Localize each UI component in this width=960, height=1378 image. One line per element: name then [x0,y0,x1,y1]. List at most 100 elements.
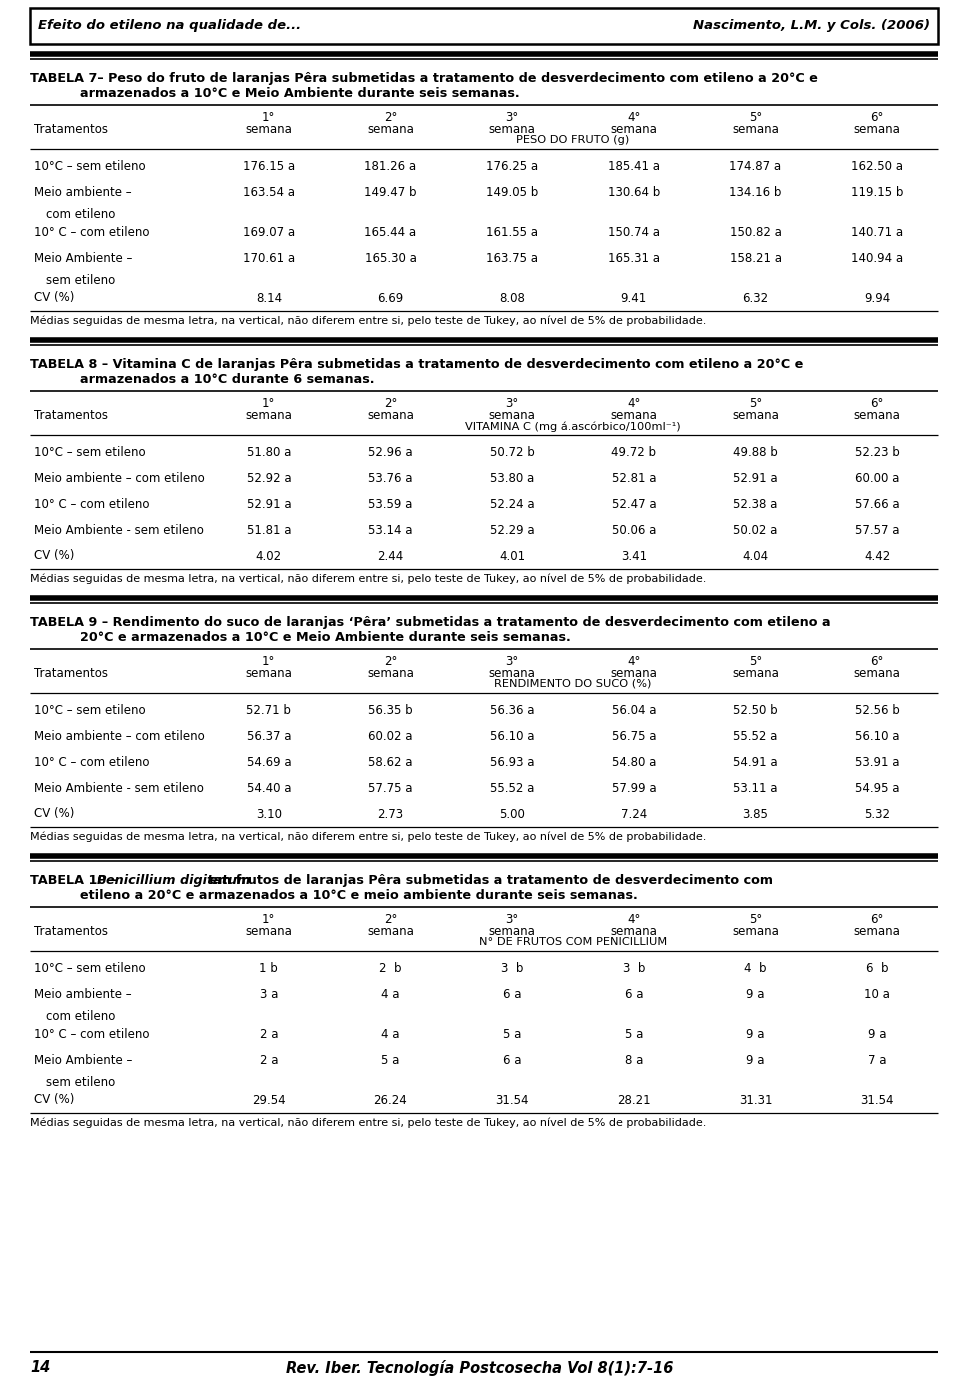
Text: 2.73: 2.73 [377,808,403,820]
Text: 149.05 b: 149.05 b [486,186,539,198]
Text: 149.47 b: 149.47 b [364,186,417,198]
Text: 5.32: 5.32 [864,808,890,820]
Text: TABELA 10 –: TABELA 10 – [30,874,122,887]
Text: Médias seguidas de mesma letra, na vertical, não diferem entre si, pelo teste de: Médias seguidas de mesma letra, na verti… [30,832,707,842]
Text: 53.11 a: 53.11 a [733,781,778,795]
Text: 52.29 a: 52.29 a [490,524,535,536]
Text: 10° C – com etileno: 10° C – com etileno [34,755,150,769]
Text: Rev. Iber. Tecnología Postcosecha Vol 8(1):7-16: Rev. Iber. Tecnología Postcosecha Vol 8(… [286,1360,674,1377]
Text: 56.36 a: 56.36 a [490,704,535,717]
Text: Médias seguidas de mesma letra, na vertical, não diferem entre si, pelo teste de: Médias seguidas de mesma letra, na verti… [30,1118,707,1129]
Text: 55.52 a: 55.52 a [733,729,778,743]
Text: Nascimento, L.M. y Cols. (2006): Nascimento, L.M. y Cols. (2006) [693,19,930,33]
Text: 7.24: 7.24 [621,808,647,820]
Text: Tratamentos: Tratamentos [34,409,108,422]
Text: 9 a: 9 a [746,1028,765,1040]
Text: 170.61 a: 170.61 a [243,252,295,265]
Text: em frutos de laranjas Pêra submetidas a tratamento de desverdecimento com: em frutos de laranjas Pêra submetidas a … [205,874,773,887]
Text: 60.00 a: 60.00 a [855,471,900,485]
Text: 56.75 a: 56.75 a [612,729,656,743]
Text: 10°C – sem etileno: 10°C – sem etileno [34,704,146,717]
Text: 6 a: 6 a [503,988,521,1000]
Text: CV (%): CV (%) [34,292,74,305]
Text: 5°: 5° [749,112,762,124]
Text: 10 a: 10 a [864,988,890,1000]
Text: 52.71 b: 52.71 b [247,704,291,717]
Text: 4°: 4° [627,397,640,411]
Text: 53.59 a: 53.59 a [369,497,413,510]
Text: 52.96 a: 52.96 a [369,445,413,459]
Text: 4°: 4° [627,112,640,124]
Text: TABELA 8 – Vitamina C de laranjas Pêra submetidas a tratamento de desverdeciment: TABELA 8 – Vitamina C de laranjas Pêra s… [30,358,804,371]
Text: Meio Ambiente - sem etileno: Meio Ambiente - sem etileno [34,524,204,536]
Text: 52.91 a: 52.91 a [247,497,291,510]
Text: 3°: 3° [506,655,518,668]
Text: 3°: 3° [506,914,518,926]
Text: 3°: 3° [506,112,518,124]
Text: Meio ambiente –: Meio ambiente – [34,186,132,198]
Text: 10°C – sem etileno: 10°C – sem etileno [34,160,146,172]
Text: 52.81 a: 52.81 a [612,471,656,485]
Text: sem etileno: sem etileno [46,274,115,287]
Text: semana: semana [489,667,536,679]
Text: 50.06 a: 50.06 a [612,524,656,536]
Text: semana: semana [732,123,779,136]
Text: 176.15 a: 176.15 a [243,160,295,172]
Text: 52.92 a: 52.92 a [247,471,291,485]
Text: 5°: 5° [749,397,762,411]
Text: 49.72 b: 49.72 b [612,445,657,459]
Text: semana: semana [246,667,292,679]
Text: 8.14: 8.14 [255,292,282,305]
Text: 52.50 b: 52.50 b [733,704,778,717]
Text: 10°C – sem etileno: 10°C – sem etileno [34,445,146,459]
Text: 6 a: 6 a [503,1054,521,1067]
Text: 165.30 a: 165.30 a [365,252,417,265]
Text: semana: semana [853,667,900,679]
Text: 9.41: 9.41 [621,292,647,305]
Text: 8.08: 8.08 [499,292,525,305]
Text: 10° C – com etileno: 10° C – com etileno [34,497,150,510]
Text: semana: semana [853,123,900,136]
Text: 4.04: 4.04 [742,550,769,562]
Text: semana: semana [367,123,414,136]
Text: armazenados a 10°C durante 6 semanas.: armazenados a 10°C durante 6 semanas. [80,373,374,386]
Text: 163.54 a: 163.54 a [243,186,295,198]
Text: 163.75 a: 163.75 a [486,252,539,265]
Text: Meio ambiente – com etileno: Meio ambiente – com etileno [34,729,204,743]
Text: 56.37 a: 56.37 a [247,729,291,743]
Text: 57.57 a: 57.57 a [855,524,900,536]
Text: 60.02 a: 60.02 a [369,729,413,743]
Text: 53.76 a: 53.76 a [369,471,413,485]
Text: semana: semana [853,409,900,422]
Text: 150.74 a: 150.74 a [608,226,660,238]
Text: 9.94: 9.94 [864,292,890,305]
Text: semana: semana [367,667,414,679]
Text: 4 a: 4 a [381,1028,399,1040]
Text: 162.50 a: 162.50 a [852,160,903,172]
Text: 56.10 a: 56.10 a [855,729,900,743]
Text: semana: semana [732,667,779,679]
Text: 26.24: 26.24 [373,1094,407,1107]
Text: 6 a: 6 a [625,988,643,1000]
Text: 31.54: 31.54 [860,1094,894,1107]
Text: com etileno: com etileno [46,1010,115,1022]
Text: 57.99 a: 57.99 a [612,781,656,795]
Text: 185.41 a: 185.41 a [608,160,660,172]
Text: 6.32: 6.32 [742,292,769,305]
Text: 6°: 6° [871,112,884,124]
Text: 55.52 a: 55.52 a [490,781,535,795]
Text: sem etileno: sem etileno [46,1076,115,1089]
Text: 181.26 a: 181.26 a [365,160,417,172]
Text: 50.02 a: 50.02 a [733,524,778,536]
Text: 3.85: 3.85 [743,808,768,820]
Text: 130.64 b: 130.64 b [608,186,660,198]
Text: 6.69: 6.69 [377,292,403,305]
Text: 158.21 a: 158.21 a [730,252,781,265]
Text: 5 a: 5 a [625,1028,643,1040]
Text: Meio ambiente – com etileno: Meio ambiente – com etileno [34,471,204,485]
Text: 3  b: 3 b [623,962,645,974]
Text: 57.66 a: 57.66 a [854,497,900,510]
Text: 29.54: 29.54 [252,1094,286,1107]
Text: 1°: 1° [262,914,276,926]
Text: 56.04 a: 56.04 a [612,704,656,717]
